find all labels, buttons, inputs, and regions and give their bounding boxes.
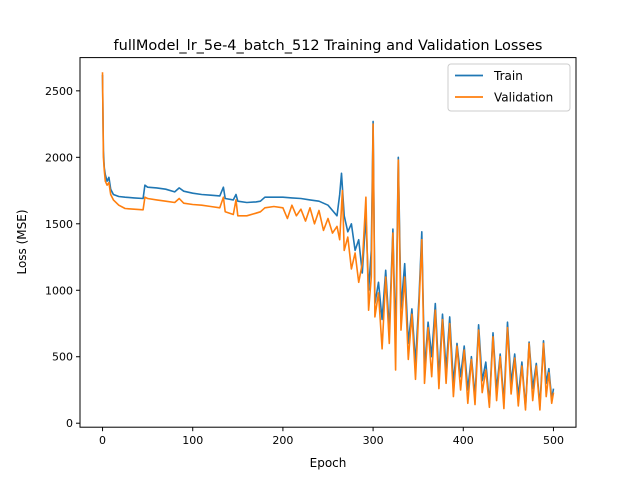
series-line-train: [101, 74, 555, 409]
x-tick-label: 0: [99, 434, 106, 447]
y-tick-label: 2500: [45, 85, 73, 98]
legend-label-validation: Validation: [494, 91, 553, 105]
y-tick-label: 2000: [45, 151, 73, 164]
axes-frame: [79, 57, 577, 428]
y-axis-label: Loss (MSE): [15, 209, 29, 274]
x-axis-ticks: 0 100 200 300 400 500: [99, 427, 564, 447]
y-tick-label: 0: [66, 417, 73, 430]
series-line-validation: [101, 72, 555, 411]
chart-title: fullModel_lr_5e-4_batch_512 Training and…: [114, 38, 543, 54]
x-tick-label: 100: [182, 434, 203, 447]
plot-area: [79, 57, 577, 428]
legend-label-train: Train: [493, 69, 523, 83]
y-tick-label: 1500: [45, 218, 73, 231]
y-tick-label: 1000: [45, 284, 73, 297]
y-axis-ticks: 0 500 1000 1500 2000 2500: [45, 85, 80, 430]
y-tick-label: 500: [52, 351, 73, 364]
x-axis-label: Epoch: [310, 456, 347, 470]
x-tick-label: 400: [453, 434, 474, 447]
x-tick-label: 200: [272, 434, 293, 447]
x-tick-label: 300: [363, 434, 384, 447]
x-tick-label: 500: [543, 434, 564, 447]
legend: Train Validation: [447, 63, 571, 112]
